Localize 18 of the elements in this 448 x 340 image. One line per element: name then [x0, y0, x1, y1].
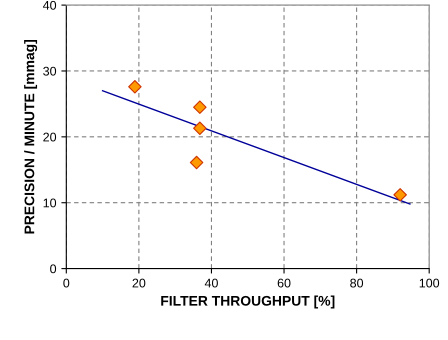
- y-tick-label: 40: [42, 0, 56, 10]
- y-tick-label: 10: [44, 198, 56, 208]
- x-tick-label: 20: [132, 278, 146, 288]
- point: [193, 100, 207, 114]
- y-axis-title: PRECISION / MINUTE [mmag]: [24, 40, 38, 234]
- point: [128, 80, 142, 94]
- x-tick-label: 60: [278, 278, 290, 288]
- y-tick-label: 30: [43, 66, 56, 76]
- x-tick-label: 40: [204, 278, 218, 288]
- y-tick-label: 20: [43, 132, 56, 142]
- x-tick-label: 0: [63, 278, 70, 288]
- point: [193, 122, 207, 136]
- x-tick-label: 80: [350, 278, 364, 288]
- x-tick-label: 100: [420, 278, 440, 288]
- y-tick-label: 0: [50, 264, 56, 274]
- x-axis-title: FILTER THROUGHPUT [%]: [161, 296, 334, 308]
- point: [393, 188, 407, 202]
- point: [190, 156, 204, 170]
